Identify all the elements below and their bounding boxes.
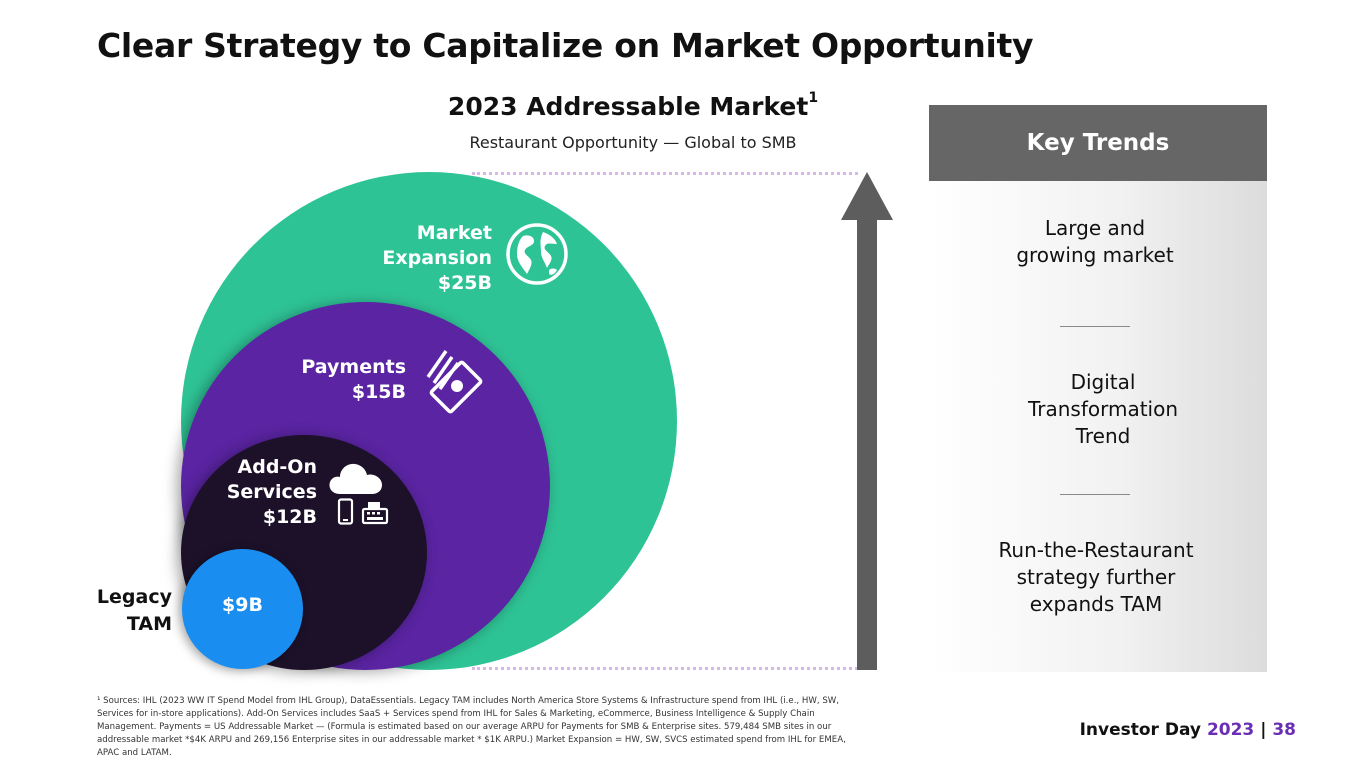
slide-footer: Investor Day 2023 | 38 bbox=[1060, 720, 1296, 740]
legacy-line-2: TAM bbox=[126, 613, 172, 635]
add-on-services-label: Add-On Services $12B bbox=[197, 455, 317, 530]
legacy-tam-value: $9B bbox=[222, 594, 263, 616]
add-on-value: $12B bbox=[262, 506, 317, 528]
market-expansion-value: $25B bbox=[437, 272, 492, 294]
footnote-line: addressable market *$4K ARPU and 269,156… bbox=[97, 735, 846, 745]
growth-arrow-head bbox=[841, 172, 893, 220]
footnote-line: ¹ Sources: IHL (2023 WW IT Spend Model f… bbox=[97, 696, 840, 706]
addressable-market-subtitle: Restaurant Opportunity — Global to SMB bbox=[469, 133, 797, 152]
legacy-tam-circle bbox=[182, 549, 303, 669]
add-on-line-2: Services bbox=[226, 481, 317, 503]
footnote-line: Management. Payments = US Addressable Ma… bbox=[97, 722, 832, 732]
trend-2-line-2: Transformation bbox=[1027, 397, 1179, 421]
trend-3-line-3: expands TAM bbox=[1029, 592, 1163, 616]
key-trends-header: Key Trends bbox=[929, 105, 1267, 181]
market-expansion-line-1: Market bbox=[416, 222, 492, 244]
phone-icon bbox=[337, 498, 354, 525]
growth-arrow-shaft bbox=[857, 218, 877, 670]
key-trends-panel bbox=[929, 105, 1267, 672]
top-dotted-line bbox=[472, 172, 858, 175]
legacy-line-1: Legacy bbox=[96, 586, 172, 608]
trend-large-growing-market: Large and growing market bbox=[995, 215, 1195, 269]
trend-3-line-1: Run-the-Restaurant bbox=[998, 538, 1194, 562]
trend-3-line-2: strategy further bbox=[1016, 565, 1176, 589]
addressable-market-title: 2023 Addressable Market1 bbox=[300, 89, 966, 121]
footnote-marker: 1 bbox=[808, 89, 819, 106]
page-title: Clear Strategy to Capitalize on Market O… bbox=[97, 26, 1034, 65]
page-number: 38 bbox=[1272, 720, 1296, 740]
market-expansion-label: Market Expansion $25B bbox=[342, 221, 492, 296]
payments-value: $15B bbox=[351, 381, 406, 403]
event-year: 2023 bbox=[1206, 720, 1255, 740]
trend-divider bbox=[1060, 326, 1130, 327]
bottom-dotted-line bbox=[472, 667, 858, 670]
globe-icon bbox=[506, 223, 568, 285]
trend-run-the-restaurant: Run-the-Restaurant strategy further expa… bbox=[996, 537, 1196, 618]
cloud-icon bbox=[329, 463, 382, 494]
add-on-line-1: Add-On bbox=[237, 456, 317, 478]
sources-footnote: ¹ Sources: IHL (2023 WW IT Spend Model f… bbox=[97, 695, 927, 760]
footnote-line: APAC and LATAM. bbox=[97, 748, 172, 758]
trend-2-line-3: Trend bbox=[1075, 424, 1131, 448]
market-expansion-line-2: Expansion bbox=[382, 247, 492, 269]
trend-1-line-2: growing market bbox=[1016, 243, 1174, 267]
trend-1-line-1: Large and bbox=[1044, 216, 1146, 240]
footnote-line: Services for in-store applications). Add… bbox=[97, 709, 815, 719]
register-icon bbox=[361, 502, 389, 525]
payments-line-1: Payments bbox=[301, 356, 406, 378]
legacy-tam-label: Legacy TAM bbox=[97, 584, 172, 638]
event-name: Investor Day bbox=[1079, 720, 1202, 740]
addressable-market-title-text: 2023 Addressable Market bbox=[447, 92, 809, 121]
money-icon bbox=[426, 350, 483, 414]
trend-digital-transformation: Digital Transformation Trend bbox=[1003, 369, 1203, 450]
trend-divider bbox=[1060, 494, 1130, 495]
trend-2-line-1: Digital bbox=[1070, 370, 1136, 394]
footer-separator: | bbox=[1260, 720, 1267, 740]
payments-label: Payments $15B bbox=[256, 355, 406, 405]
